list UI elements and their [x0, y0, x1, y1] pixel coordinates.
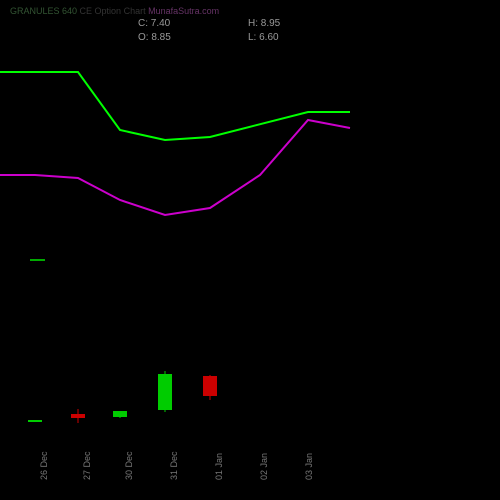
x-label: 30 Dec	[124, 451, 134, 480]
x-label: 27 Dec	[82, 451, 92, 480]
x-label: 02 Jan	[259, 453, 269, 480]
x-label: 31 Dec	[169, 451, 179, 480]
x-label: 03 Jan	[304, 453, 314, 480]
x-label: 26 Dec	[39, 451, 49, 480]
chart-svg	[0, 0, 500, 500]
x-label: 01 Jan	[214, 453, 224, 480]
